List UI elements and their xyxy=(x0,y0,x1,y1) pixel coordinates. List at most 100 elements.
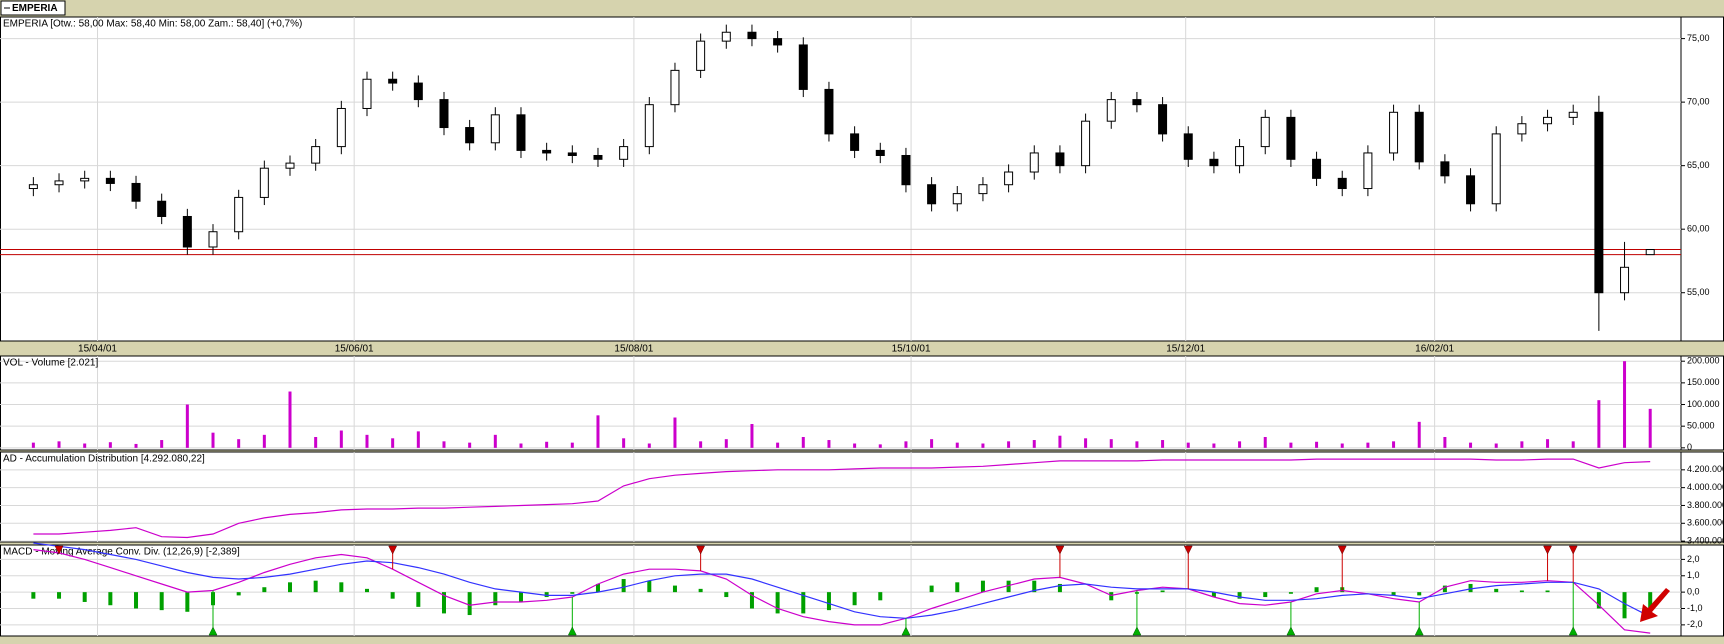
bar xyxy=(1289,442,1293,448)
y-tick-label: 2,0 xyxy=(1687,554,1700,564)
bar xyxy=(930,439,934,448)
signal-arrow xyxy=(1337,545,1347,555)
x-tick-label: 15/10/01 xyxy=(892,344,931,355)
histogram-bar xyxy=(1519,590,1524,593)
candle-body xyxy=(978,184,988,195)
signal-marker xyxy=(1543,545,1552,581)
plot xyxy=(33,458,1651,539)
bar xyxy=(1443,437,1447,448)
bar xyxy=(878,444,882,448)
histogram-bar xyxy=(801,592,806,614)
y-tick-label: 1,0 xyxy=(1687,570,1700,580)
candle-body xyxy=(516,114,526,151)
signal-arrow xyxy=(901,626,911,636)
signal-marker xyxy=(1286,601,1296,636)
candle-body xyxy=(1363,152,1373,190)
candle-body xyxy=(747,31,757,40)
candle-body xyxy=(80,177,90,182)
y-tick-label: 70,00 xyxy=(1687,97,1710,107)
signal-arrow xyxy=(1543,545,1552,555)
bar xyxy=(545,441,549,448)
panel xyxy=(0,16,1724,342)
signal-arrow xyxy=(696,545,706,555)
bar xyxy=(570,442,574,448)
histogram-bar xyxy=(57,592,62,599)
y-tick-label: 0,0 xyxy=(1687,587,1700,597)
candle-body xyxy=(542,149,552,154)
candle-body xyxy=(388,78,398,84)
panel xyxy=(0,355,1724,451)
bar xyxy=(442,441,446,448)
panel xyxy=(0,544,1724,637)
candle-body xyxy=(1594,111,1604,294)
histogram-bar xyxy=(185,592,190,612)
signal-arrow xyxy=(1568,626,1578,636)
y-tick-label: 3.600.000 xyxy=(1687,518,1724,528)
histogram-bar xyxy=(570,592,575,594)
bar xyxy=(1623,361,1627,448)
bar xyxy=(904,441,908,448)
candle-body xyxy=(1260,116,1270,148)
histogram-bar xyxy=(852,592,857,606)
bar xyxy=(1597,400,1601,448)
bar xyxy=(262,434,266,448)
histogram-bar xyxy=(1211,592,1216,598)
bar xyxy=(1340,443,1344,448)
signal-arrow xyxy=(388,545,398,555)
histogram-bar xyxy=(390,592,395,599)
bar xyxy=(211,432,215,448)
histogram-bar xyxy=(672,585,677,593)
signal-arrow xyxy=(54,545,64,555)
histogram-bar xyxy=(1032,580,1037,593)
candle-body xyxy=(1055,152,1065,167)
bar xyxy=(1417,421,1421,448)
y-tick-label: 100.000 xyxy=(1687,399,1720,409)
candle-body xyxy=(875,149,885,156)
histogram-bar xyxy=(749,592,754,609)
tab[interactable]: EMPERIA xyxy=(0,0,66,16)
bar xyxy=(673,417,677,448)
candle-body xyxy=(311,146,321,164)
candle-body xyxy=(850,133,860,151)
bar xyxy=(1109,439,1113,448)
x-tick-label: 16/02/01 xyxy=(1415,344,1454,355)
bar xyxy=(391,438,395,448)
signal-marker xyxy=(1568,545,1578,583)
signal-marker xyxy=(1132,590,1142,636)
bar xyxy=(1058,435,1062,448)
x-tick-label: 15/04/01 xyxy=(78,344,117,355)
histogram-bar xyxy=(929,585,934,593)
signal-arrow xyxy=(208,626,218,636)
histogram-bar xyxy=(1442,585,1447,593)
candle-body xyxy=(439,99,449,129)
y-tick-label: 150.000 xyxy=(1687,377,1720,387)
bar xyxy=(853,443,857,448)
bar xyxy=(750,424,754,448)
candle-body xyxy=(1158,104,1168,135)
histogram-bar xyxy=(1237,592,1242,599)
histogram-bar xyxy=(1468,583,1473,593)
y-tick-label: 65,00 xyxy=(1687,160,1710,170)
candle-body xyxy=(798,44,808,90)
y-tick-label: 4.000.000 xyxy=(1687,482,1724,492)
bar xyxy=(1135,441,1139,448)
candle-body xyxy=(927,184,937,205)
histogram-bar xyxy=(82,592,87,602)
signal-marker xyxy=(901,618,911,636)
bar xyxy=(1032,440,1036,448)
histogram-bar xyxy=(1160,590,1165,593)
bar xyxy=(339,430,343,448)
candle-body xyxy=(28,184,38,190)
histogram-bar xyxy=(467,592,472,616)
panel xyxy=(0,451,1724,543)
x-tick-label: 15/12/01 xyxy=(1166,344,1205,355)
bar xyxy=(981,443,985,448)
y-tick-label: -1,0 xyxy=(1687,603,1703,613)
bar xyxy=(1007,441,1011,448)
y-tick-label: 0 xyxy=(1687,442,1692,452)
bar xyxy=(801,437,805,448)
candle-body xyxy=(1337,177,1347,190)
histogram-bar xyxy=(775,592,780,614)
y-tick-label: 4.200.000 xyxy=(1687,464,1724,474)
